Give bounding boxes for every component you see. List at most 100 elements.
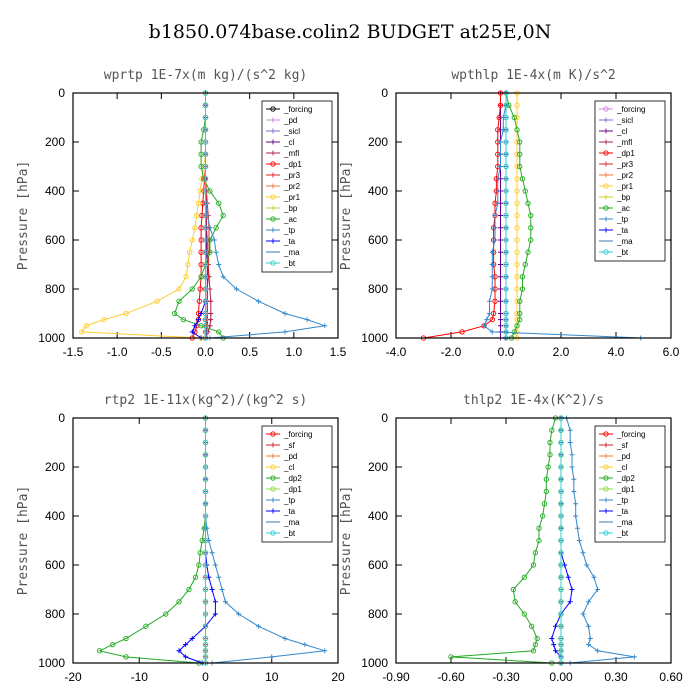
series-bt-point bbox=[558, 635, 564, 642]
y-tick-label: 0 bbox=[58, 86, 65, 100]
x-tick-label: 1.5 bbox=[330, 345, 347, 359]
series-tp-point bbox=[233, 286, 239, 292]
legend-ma-label: _ma bbox=[283, 518, 300, 527]
series-tp-point bbox=[492, 237, 498, 243]
legend-pr1-marker bbox=[270, 194, 276, 200]
y-tick-label: 1000 bbox=[38, 331, 65, 345]
legend-sicl-marker bbox=[270, 128, 276, 134]
series-pr1-point bbox=[185, 261, 191, 268]
legend-ma-label: _ma bbox=[616, 237, 633, 246]
series-dp2-point bbox=[196, 562, 202, 568]
legend-ta-marker bbox=[603, 508, 609, 514]
legend-sicl-label: _sicl bbox=[616, 116, 633, 125]
series-tp-point bbox=[212, 562, 218, 568]
y-tick-label: 600 bbox=[45, 558, 65, 572]
legend-bt-label: _bt bbox=[283, 259, 296, 268]
y-axis-label: Pressure [hPa] bbox=[339, 161, 354, 271]
panel-title: thlp2 1E-4x(K^2)/s bbox=[463, 393, 604, 408]
y-tick-label: 800 bbox=[45, 607, 65, 621]
series-tp-point bbox=[580, 550, 586, 556]
series-tp-point bbox=[322, 323, 328, 329]
series-ta-point bbox=[176, 648, 182, 654]
legend-pr1-label: _pr1 bbox=[283, 193, 301, 202]
legend-pd-marker bbox=[270, 453, 276, 459]
series-tp-point bbox=[322, 648, 328, 654]
series-ta-point bbox=[212, 611, 218, 617]
series-bt-point bbox=[202, 286, 209, 292]
series-tp-point bbox=[282, 636, 288, 641]
y-axis-label: Pressure [hPa] bbox=[16, 486, 31, 596]
series-dp2-point bbox=[541, 501, 548, 507]
series-dp1-point bbox=[497, 102, 504, 108]
legend-ma-label: _ma bbox=[283, 248, 300, 257]
x-tick-label: -4.0 bbox=[386, 345, 407, 359]
panels: wprtp 1E-7x(m kg)/(s^2 kg) Pressure [hPa]… bbox=[16, 68, 683, 684]
series-dp2-point bbox=[536, 525, 542, 531]
series-cl-point bbox=[498, 262, 503, 267]
legend-dp2-marker bbox=[270, 475, 276, 481]
series-pr1-point bbox=[197, 188, 203, 194]
x-tick-label: 1.0 bbox=[285, 345, 302, 359]
series-tp-point bbox=[211, 237, 217, 243]
series-ac-point bbox=[528, 237, 534, 243]
series-bt-point bbox=[503, 298, 509, 304]
series-bt-point bbox=[202, 114, 209, 121]
series-bt-point bbox=[202, 316, 209, 323]
series-pr1-point bbox=[514, 163, 520, 170]
series-bt-point bbox=[503, 176, 509, 182]
legend-tp-label: _tp bbox=[616, 215, 629, 224]
series-tp-point bbox=[495, 200, 501, 206]
series-ac-line bbox=[173, 93, 224, 339]
series-dp1-point bbox=[489, 316, 495, 323]
series-dp2-point bbox=[521, 611, 527, 617]
legend-cl-marker bbox=[270, 464, 276, 470]
series-bt-point bbox=[558, 654, 564, 660]
series-bt-point bbox=[202, 452, 209, 458]
series-cl-point bbox=[498, 311, 503, 316]
y-tick-label: 1000 bbox=[38, 656, 65, 670]
series-cl-point bbox=[498, 286, 503, 292]
y-tick-label: 800 bbox=[45, 282, 65, 296]
series-tp-point bbox=[498, 151, 503, 157]
y-axis-label: Pressure [hPa] bbox=[16, 161, 31, 271]
series-dp2-point bbox=[123, 635, 129, 642]
x-tick-label: 0.30 bbox=[604, 670, 628, 684]
series-bt-point bbox=[202, 513, 209, 519]
series-tp-point bbox=[586, 599, 591, 605]
y-tick-label: 1000 bbox=[361, 331, 388, 345]
panel-3: rtp2 1E-11x(kg^2)/(kg^2 s) Pressure [hPa]… bbox=[16, 393, 345, 684]
panel-1: wprtp 1E-7x(m kg)/(s^2 kg) Pressure [hPa]… bbox=[16, 68, 347, 359]
series-bt-point bbox=[202, 439, 209, 446]
y-tick-label: 200 bbox=[368, 135, 388, 149]
legend-forcing-label: _forcing bbox=[283, 105, 312, 114]
series-bt-point bbox=[202, 151, 209, 157]
series-pr1-point bbox=[514, 310, 520, 317]
series-ac-point bbox=[517, 139, 523, 145]
series-bt-point bbox=[202, 464, 209, 470]
legend-dp2-label: _dp2 bbox=[283, 474, 302, 483]
y-tick-label: 400 bbox=[368, 184, 388, 198]
series-tp-point bbox=[213, 249, 219, 255]
series-bt-point bbox=[202, 102, 209, 108]
series-cl-point bbox=[498, 225, 503, 231]
legend-pr2-marker bbox=[603, 172, 609, 178]
series-bt-point bbox=[202, 139, 209, 145]
series-dp1-point bbox=[492, 298, 498, 304]
series-tp-point bbox=[219, 587, 225, 592]
series-ta-point bbox=[209, 587, 215, 592]
series-bt-point bbox=[202, 249, 209, 255]
legend-ma-label: _ma bbox=[616, 518, 633, 527]
series-bt-point bbox=[558, 574, 564, 580]
legend-ta-marker bbox=[270, 238, 276, 244]
legend-ta-marker bbox=[603, 227, 609, 233]
series-bt-point bbox=[503, 249, 509, 255]
series-bt-point bbox=[202, 261, 209, 268]
series-ta-point bbox=[212, 599, 218, 605]
series-mfl-point bbox=[208, 317, 214, 323]
series-bt-point bbox=[202, 488, 209, 495]
legend-cl-marker bbox=[603, 464, 609, 470]
series-bt-point bbox=[202, 200, 209, 206]
series-tp-point bbox=[576, 538, 582, 543]
plot-frame bbox=[72, 417, 339, 664]
series-pr1-point bbox=[514, 176, 520, 182]
